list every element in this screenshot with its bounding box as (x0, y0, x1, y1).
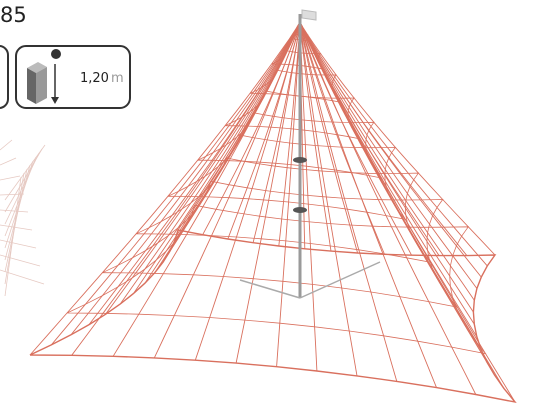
mast-hub (293, 207, 307, 213)
rope-rib (299, 21, 482, 278)
badge-value: 1,20 m (80, 71, 124, 86)
side-net-rope (0, 254, 41, 267)
rope-rib (299, 21, 496, 256)
ground-anchor (239, 279, 301, 299)
badge-height (15, 45, 131, 109)
side-net-rope (4, 152, 40, 225)
rope-rib (299, 21, 468, 256)
side-net-rope (0, 269, 45, 285)
rope-ring (102, 180, 459, 308)
height-value: 1,20 (80, 71, 109, 86)
side-net-rope (0, 175, 21, 181)
flag (301, 9, 317, 21)
rope-ring (224, 90, 361, 140)
rope-ring (135, 157, 432, 263)
rope-rib (299, 21, 474, 313)
rope-ring (289, 33, 310, 42)
side-net-rope (4, 176, 22, 297)
rope-net (0, 9, 517, 404)
side-net-rope (0, 157, 17, 166)
side-net-rope (0, 224, 33, 231)
rope-ring (66, 204, 487, 355)
rope-ring (271, 50, 324, 70)
ground-anchor (299, 261, 381, 299)
rope-rib (88, 21, 301, 325)
side-net-rope (4, 172, 25, 285)
side-net-rope (0, 139, 13, 151)
side-net-rope (4, 156, 37, 237)
height-icon (27, 49, 61, 104)
rope-ring (197, 112, 383, 179)
rope-rib (153, 21, 301, 359)
product-number: 85 (0, 3, 27, 27)
side-net-rope (0, 209, 29, 213)
rope-ring (29, 229, 517, 404)
mast-hub (293, 157, 307, 163)
height-unit: m (111, 71, 124, 86)
badge-left (0, 45, 9, 109)
side-net-rope (0, 239, 37, 249)
rope-rib (29, 21, 301, 356)
rope-ring (167, 134, 407, 220)
